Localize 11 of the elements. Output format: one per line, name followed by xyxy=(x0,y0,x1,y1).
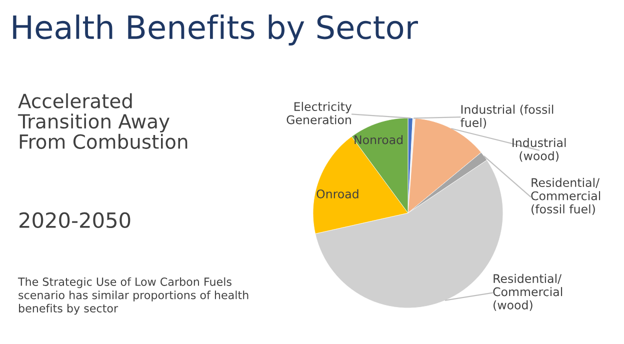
text: 2020-2050 xyxy=(20,212,130,228)
slice-label: Nonroad xyxy=(354,135,403,144)
slice-label: Onroad xyxy=(316,189,358,198)
chart-title: Health Benefits by Sector xyxy=(13,14,418,46)
text: Accelerated Transition Away From Combustion xyxy=(18,93,188,149)
slice-label: Residential/ Commercial (wood) xyxy=(493,274,562,311)
text: The Strategic Use of Low Carbon Fuels scenario has similar proportions of health benefits by sector xyxy=(18,277,248,315)
slice-label: Residential/ Commercial (fossil fuel) xyxy=(531,178,600,215)
slice-label: Industrial (fossil fuel) xyxy=(460,104,554,128)
slice-label: Electricity Generation xyxy=(286,102,352,124)
slice-label: Industrial (wood) xyxy=(512,138,566,162)
